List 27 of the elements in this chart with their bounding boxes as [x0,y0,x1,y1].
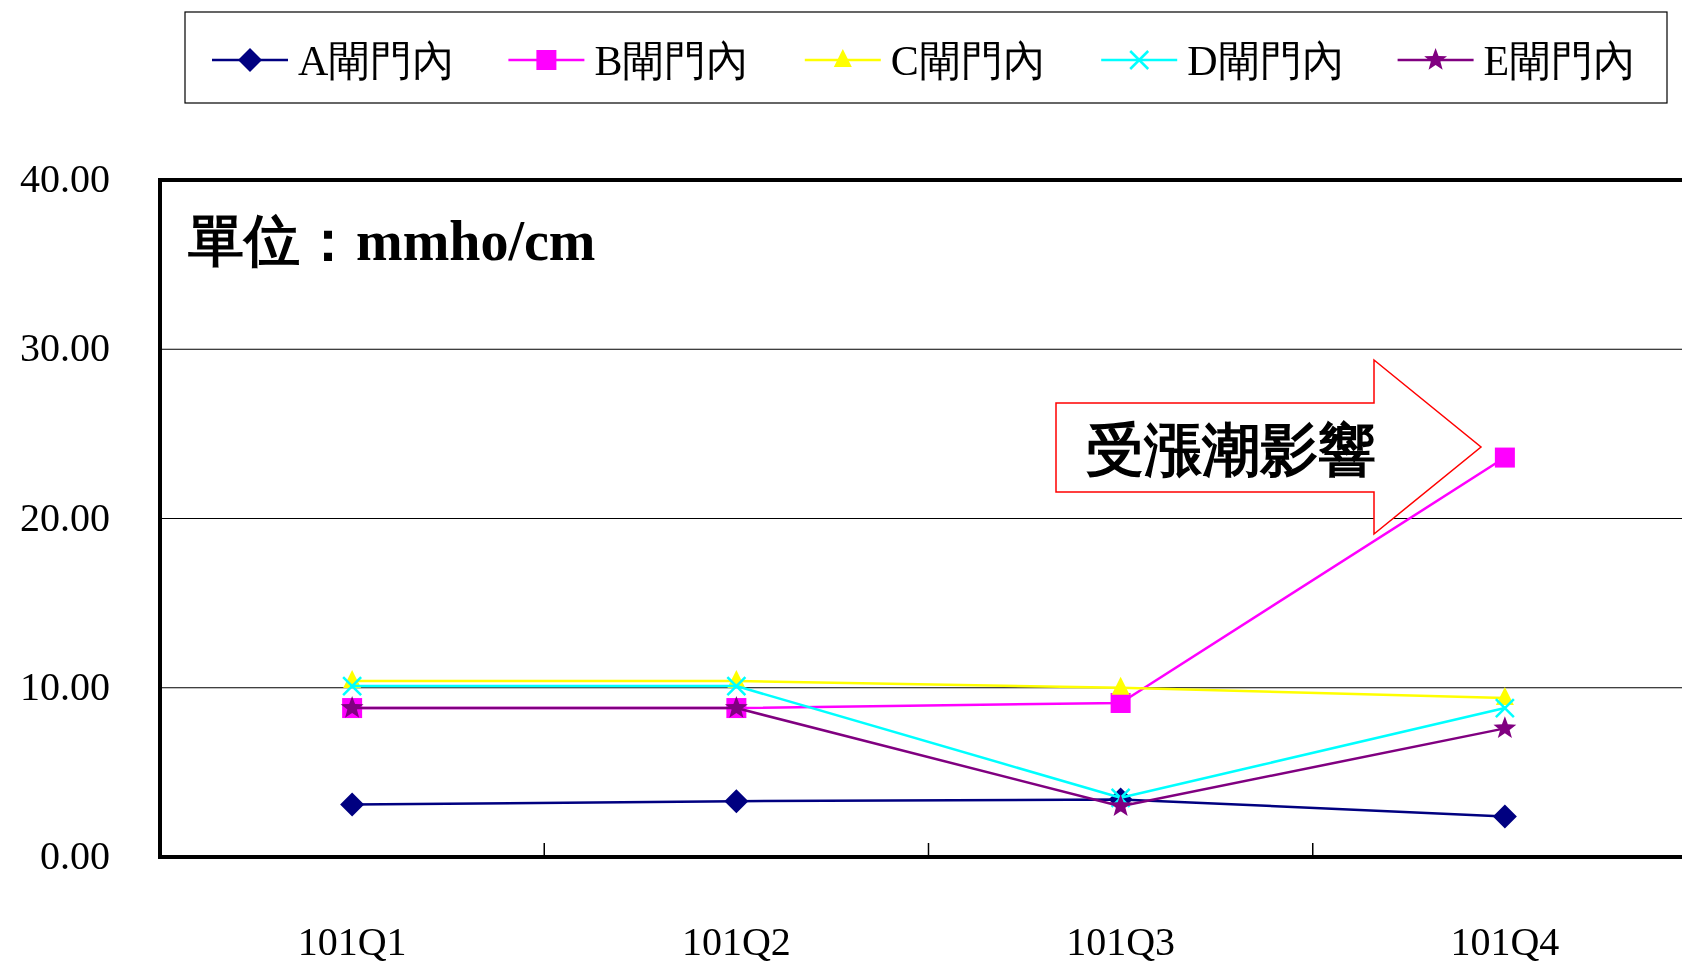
point [726,675,747,697]
x-tick-label: 101Q2 [681,919,791,964]
y-tick-label: 0.00 [40,833,110,878]
x-tick-label: 101Q4 [1450,919,1560,964]
point [1109,794,1133,816]
x-tick-label: 101Q1 [297,919,407,964]
point [1493,716,1517,739]
y-tick-label: 20.00 [20,494,110,540]
point [341,675,363,697]
legend-label: E閘門內 [1483,38,1636,84]
legend-label: A閘門內 [298,38,455,84]
y-tick-label: 10.00 [20,663,110,709]
legend-label: D閘門內 [1187,38,1344,84]
point [1110,692,1131,713]
point [1494,697,1516,719]
annotation: 受漲潮影響 [1086,418,1376,483]
point [1492,804,1517,829]
point [340,792,365,817]
point [1111,676,1130,695]
x-tick-label: 101Q3 [1066,919,1176,964]
y-tick-label: 40.00 [20,156,110,201]
legend-label: C閘門內 [890,38,1045,84]
annotation: 單位：mmho/cm [188,210,596,272]
point [724,789,749,814]
y-tick-label: 30.00 [20,325,110,371]
legend-label: B閘門內 [594,38,749,84]
point [1494,447,1515,468]
